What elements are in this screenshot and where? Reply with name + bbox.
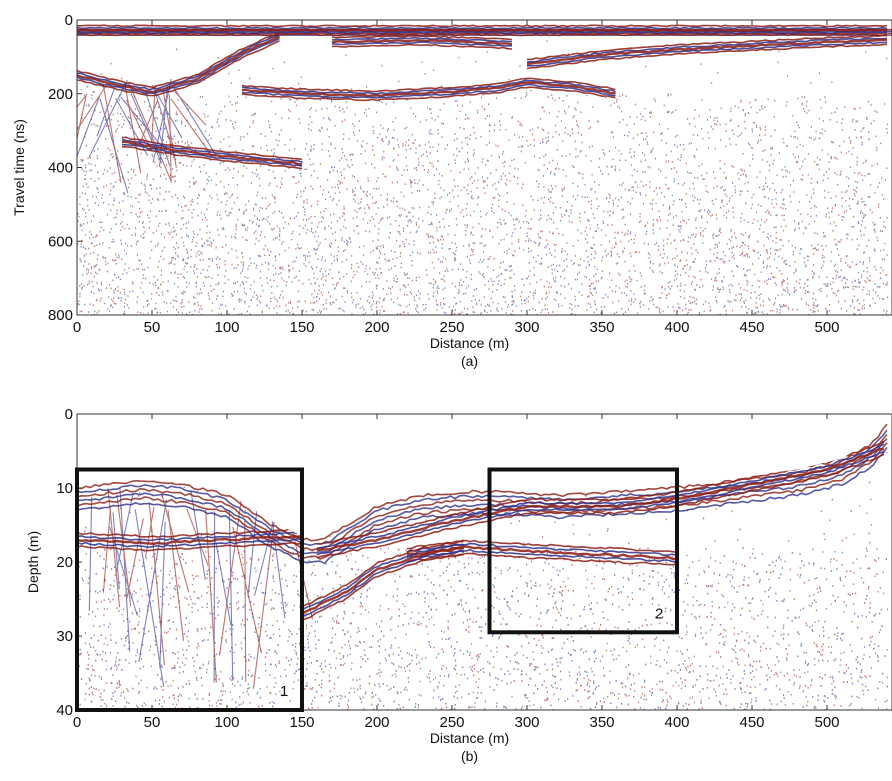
x-tick-label: 400	[664, 319, 689, 336]
y-tick-label: 800	[48, 307, 73, 324]
y-tick-label: 10	[56, 480, 73, 497]
reflector	[77, 31, 281, 97]
x-tick-label: 0	[73, 319, 81, 336]
x-tick-label: 250	[439, 714, 464, 731]
panel-b: 0 50 100 150 200 250 300 350 400 450 500 0 10 20 30 40 D…	[25, 406, 892, 764]
region-label-2: 2	[655, 605, 663, 622]
air-region	[77, 414, 892, 537]
y-tick-label: 20	[56, 554, 73, 571]
radargram	[77, 24, 892, 315]
y-axis-label: Travel time (ns)	[11, 119, 27, 216]
diffraction-fan	[77, 78, 216, 194]
x-tick-label: 0	[73, 714, 81, 731]
y-tick-label: 0	[65, 12, 73, 29]
radargram	[77, 414, 892, 710]
x-tick-label: 350	[589, 714, 614, 731]
x-tick-label: 400	[664, 714, 689, 731]
x-tick-label: 250	[439, 319, 464, 336]
x-tick-label: 150	[289, 319, 314, 336]
x-tick-label: 300	[514, 714, 539, 731]
x-tick-label: 50	[144, 319, 161, 336]
diffraction-fan	[88, 488, 314, 689]
reflector	[121, 136, 303, 170]
panel-a: 0 50 100 150 200 250 300 350 400 450 500 0 200 400 600…	[11, 12, 892, 369]
reflector	[331, 35, 513, 50]
x-tick-label: 200	[364, 319, 389, 336]
x-tick-label: 500	[814, 714, 839, 731]
y-tick-label: 0	[65, 406, 73, 423]
x-axis-label: Distance (m)	[430, 730, 509, 746]
reflector	[77, 24, 888, 37]
x-tick-label: 350	[589, 319, 614, 336]
y-tick-label: 600	[48, 233, 73, 250]
x-tick-label: 150	[289, 714, 314, 731]
x-tick-label: 100	[214, 319, 239, 336]
panel-caption: (a)	[461, 353, 478, 369]
region-box-2	[487, 467, 679, 635]
reflector	[241, 77, 616, 102]
x-tick-label: 450	[739, 714, 764, 731]
reflector	[526, 34, 888, 70]
x-tick-label: 50	[144, 714, 161, 731]
y-tick-label: 40	[56, 702, 73, 719]
x-tick-label: 200	[364, 714, 389, 731]
y-axis-label: Depth (m)	[25, 531, 41, 593]
y-tick-label: 400	[48, 160, 73, 177]
y-tick-label: 30	[56, 628, 73, 645]
x-tick-label: 450	[739, 319, 764, 336]
x-axis-label: Distance (m)	[430, 335, 509, 351]
panel-caption: (b)	[461, 748, 478, 764]
reflector	[406, 539, 678, 566]
y-tick-label: 200	[48, 86, 73, 103]
x-tick-label: 100	[214, 714, 239, 731]
noise-texture	[77, 451, 888, 710]
x-tick-label: 300	[514, 319, 539, 336]
reflector	[301, 539, 465, 622]
x-tick-label: 500	[814, 319, 839, 336]
region-label-1: 1	[280, 683, 288, 700]
region-box-1	[75, 467, 304, 712]
